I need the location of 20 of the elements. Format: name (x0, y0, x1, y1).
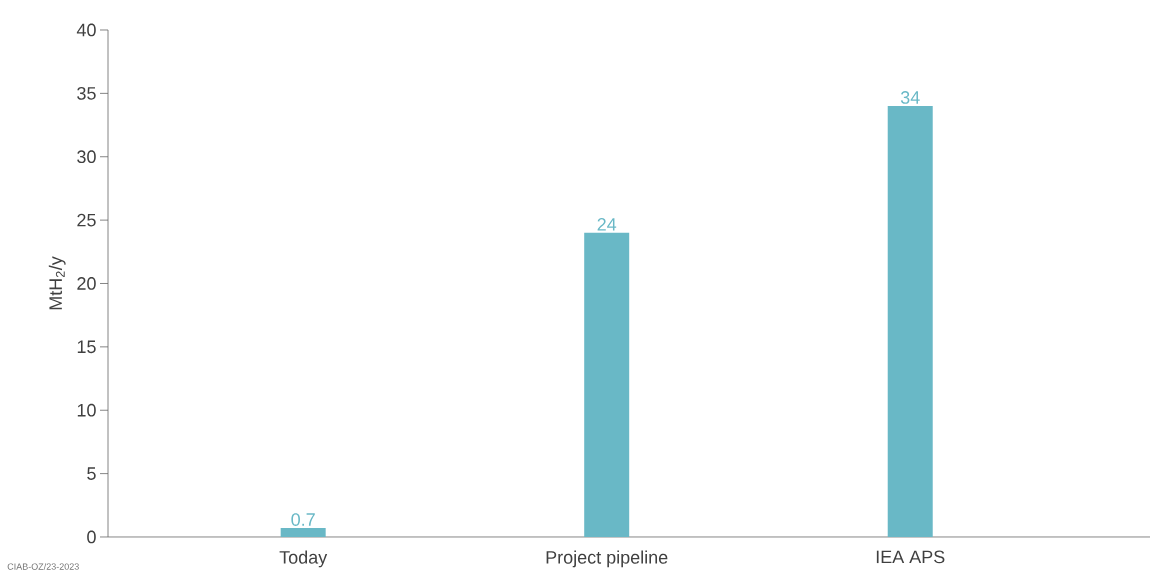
bar (280, 528, 326, 537)
y-tick-label: 40 (76, 23, 96, 37)
y-tick-label: 0 (87, 530, 96, 544)
y-tick-label: 15 (77, 340, 96, 354)
bar (584, 232, 630, 537)
y-tick-label: 25 (77, 213, 96, 227)
y-axis-title: MtH$_{2}$/y (48, 256, 66, 310)
x-tick-label: Project pipeline (546, 550, 668, 568)
data-label: 0.7 (291, 513, 315, 526)
y-tick-label: 10 (77, 403, 96, 417)
x-tick-label: Today (279, 550, 328, 568)
x-tick-label: IEA APS (876, 550, 945, 564)
text: CIAB-OZ/23-2023 (7, 563, 79, 570)
y-tick-label: 35 (77, 86, 96, 100)
data-label: 24 (597, 218, 617, 231)
data-label: 34 (900, 91, 920, 104)
y-tick-label: 5 (87, 467, 96, 480)
bar (887, 106, 933, 537)
y-tick-label: 30 (77, 150, 96, 164)
y-tick-label: 20 (77, 277, 96, 290)
